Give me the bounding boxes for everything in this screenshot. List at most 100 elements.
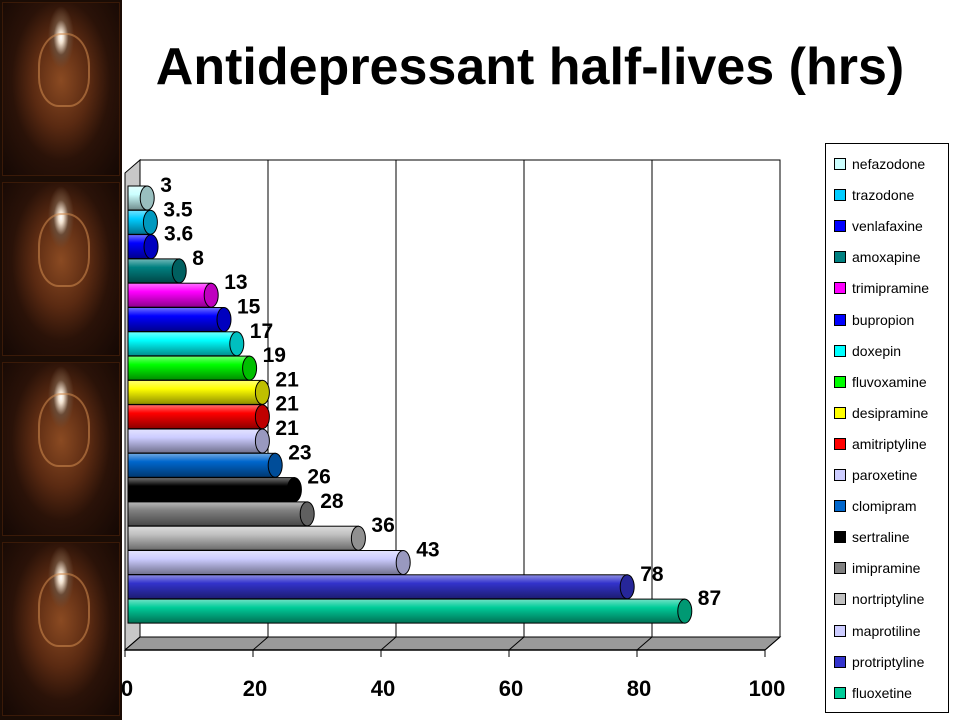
legend-swatch [834,469,846,481]
bar-cap [254,404,270,430]
legend-swatch [834,344,846,357]
legend-swatch [834,655,846,668]
legend-item: paroxetine [834,465,917,485]
data-label: 19 [263,344,286,367]
legend-item: sertraline [834,527,910,547]
data-label: 26 [307,466,330,489]
legend-item: fluvoxamine [834,372,927,392]
bar-imipramine [127,501,308,527]
legend-label: imipramine [852,560,921,577]
bar-paroxetine [127,428,263,454]
bar-fluvoxamine [127,355,251,381]
bar-cap [619,574,635,600]
gridline-floor [636,636,653,651]
legend-swatch [834,313,846,326]
data-label: 17 [250,320,273,343]
legend-swatch [834,282,846,295]
bar-cap [171,258,187,284]
bar-cap [350,525,366,551]
bar-cap [143,234,159,260]
bar-sertraline [127,477,295,503]
legend-item: imipramine [834,558,920,578]
gridline-floor [508,636,525,651]
legend-label: trimipramine [852,280,930,297]
legend-swatch [834,593,846,606]
bar-cap [142,209,158,235]
face-image [2,542,120,716]
x-tick-label: 80 [627,676,651,701]
legend-label: trazodone [852,187,915,204]
data-label: 3.5 [163,198,193,221]
legend-item: venlafaxine [834,216,923,236]
legend-label: fluvoxamine [852,373,927,390]
x-tick-label: 100 [749,676,786,701]
bar-protriptyline [127,574,628,600]
face-image [2,182,120,356]
x-tick-label: 20 [243,676,267,701]
x-tick-label: 0 [121,676,133,701]
legend-label: amitriptyline [852,435,927,452]
page-title: Antidepressant half-lives (hrs) [155,38,905,96]
bar-maprotiline [127,550,404,575]
legend-label: venlafaxine [852,218,923,235]
legend-swatch [834,500,846,513]
bar-cap [677,598,693,624]
gridline-floor [380,636,397,651]
data-label: 87 [698,587,721,610]
bar-cap [216,307,232,332]
chart-legend: nefazodone trazodone venlafaxine amoxapine t… [825,143,949,713]
legend-item: fluoxetine [834,683,912,703]
bar-cap [254,428,270,454]
legend-item: bupropion [834,310,914,330]
legend-label: fluoxetine [852,684,912,701]
bar-cap [299,501,315,527]
bar-cap [229,331,245,357]
data-label: 28 [320,490,344,513]
bar-desipramine [127,379,263,405]
legend-item: amoxapine [834,247,921,267]
legend-label: desipramine [852,404,929,421]
legend-item: desipramine [834,403,928,423]
x-tick-label: 40 [371,676,395,701]
gridline-floor [252,636,269,651]
legend-label: maprotiline [852,622,921,639]
legend-label: protriptyline [852,653,925,670]
bar-cap [203,282,219,308]
legend-label: nefazodone [852,156,926,172]
legend-label: clomipram [852,498,917,515]
legend-item: nortriptyline [834,589,924,609]
bar-cap [242,355,258,381]
decorative-side-strip [0,0,122,720]
legend-item: maprotiline [834,621,920,641]
legend-label: nortriptyline [852,591,925,608]
legend-item: amitriptyline [834,434,927,454]
legend-label: paroxetine [852,467,918,483]
legend-swatch [834,686,846,699]
bar-bupropion [127,307,225,332]
legend-swatch [834,531,846,544]
legend-item: nefazodone [834,154,925,174]
bar-fluoxetine [127,598,686,624]
legend-swatch [834,251,846,264]
face-image [2,362,120,536]
bar-cap [395,550,411,575]
legend-item: trazodone [834,185,914,205]
legend-swatch [834,624,846,637]
gridline-floor [764,636,781,651]
x-tick-label: 60 [499,676,523,701]
gridline-floor [124,636,141,651]
bar-nortriptyline [127,525,359,551]
bar-cap [286,477,302,503]
bar-cap [139,185,155,211]
data-label: 8 [192,247,204,270]
legend-label: doxepin [852,342,902,359]
legend-swatch [834,189,846,202]
bar-cap [267,452,283,478]
legend-item: protriptyline [834,652,924,672]
data-label: 23 [288,441,311,464]
chart-floor [123,636,782,651]
data-label: 3.6 [164,223,193,246]
legend-swatch [834,437,846,450]
data-label: 15 [237,296,261,319]
